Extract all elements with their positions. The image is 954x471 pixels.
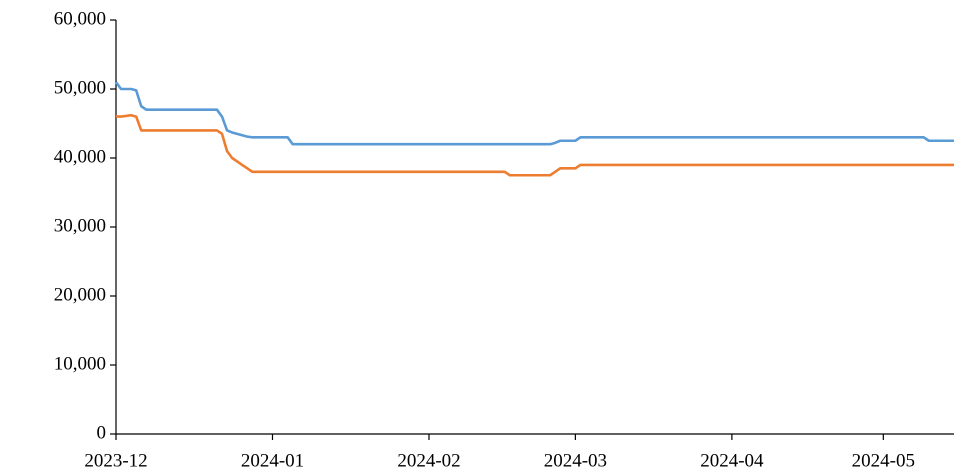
series-line bbox=[116, 113, 954, 177]
y-tick-label: 0 bbox=[97, 422, 107, 443]
x-tick-label: 2024-04 bbox=[700, 450, 764, 471]
x-tick-label: 2023-12 bbox=[84, 450, 147, 471]
y-tick-label: 30,000 bbox=[54, 215, 106, 236]
series-line bbox=[114, 81, 954, 146]
x-tick-label: 2024-05 bbox=[852, 450, 915, 471]
y-tick-label: 20,000 bbox=[54, 284, 106, 305]
x-tick-label: 2024-03 bbox=[544, 450, 607, 471]
y-tick-label: 50,000 bbox=[54, 77, 106, 98]
y-tick-label: 40,000 bbox=[54, 146, 106, 167]
x-tick-label: 2024-01 bbox=[241, 450, 304, 471]
y-tick-label: 60,000 bbox=[54, 8, 106, 29]
y-tick-label: 10,000 bbox=[54, 353, 106, 374]
x-tick-label: 2024-02 bbox=[397, 450, 460, 471]
